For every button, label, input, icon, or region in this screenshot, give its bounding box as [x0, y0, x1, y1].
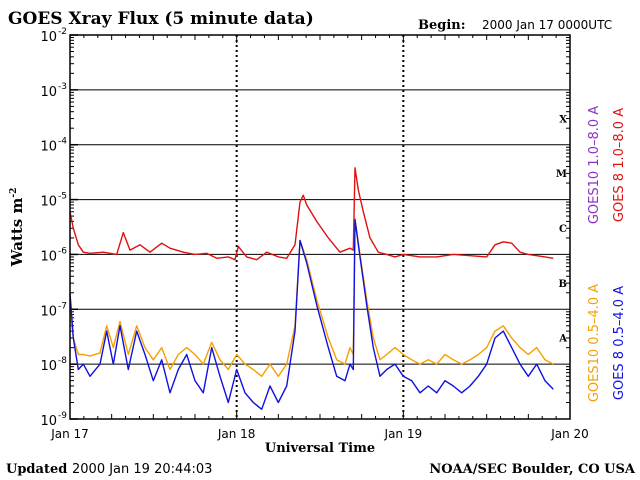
begin-value: 2000 Jan 17 0000UTC — [482, 18, 612, 32]
flare-class-label: B — [559, 279, 567, 290]
legend-item: GOES 8 1.0–8.0 A — [612, 108, 627, 222]
x-tick-label: Jan 19 — [384, 427, 423, 441]
y-tick-exponent: -3 — [58, 82, 67, 92]
x-axis-label: Universal Time — [265, 441, 375, 456]
y-tick-label: 10 — [40, 140, 57, 155]
flare-class-label: A — [558, 334, 567, 345]
series-lines — [69, 167, 554, 410]
y-axis-label-text: Watts m — [8, 198, 26, 268]
legend: GOES10 1.0–8.0 A GOES 8 1.0–8.0 A GOES10 0… — [587, 106, 627, 402]
legend-item-label: GOES 8 0.5–4.0 A — [612, 286, 627, 400]
series-line — [69, 167, 554, 261]
legend-item: GOES10 1.0–8.0 A — [587, 106, 602, 224]
y-tick-label: 10 — [40, 30, 57, 45]
y-tick-label: 10 — [40, 359, 57, 374]
x-axis-ticks: Jan 17 Jan 18 Jan 19 Jan 20 — [50, 35, 589, 441]
updated-value: 2000 Jan 19 20:44:03 — [72, 462, 212, 477]
flare-class-label: M — [556, 169, 567, 180]
flare-class-labels: X M C B A — [556, 114, 567, 344]
y-tick-exponent: -6 — [58, 246, 67, 256]
legend-item: GOES 8 0.5–4.0 A — [612, 286, 627, 400]
y-tick-label: 10 — [40, 249, 57, 264]
y-axis-ticks: 10-210-310-410-510-610-710-810-9 — [40, 27, 570, 429]
credit-text: NOAA/SEC Boulder, CO USA — [429, 462, 636, 477]
updated-label: Updated — [6, 462, 67, 477]
y-axis-label-exponent: -2 — [9, 188, 19, 198]
y-tick-label: 10 — [40, 195, 57, 210]
y-tick-exponent: -5 — [58, 192, 67, 202]
series-line — [69, 218, 554, 410]
begin-label: Begin: — [418, 18, 466, 33]
legend-item-label: GOES 8 1.0–8.0 A — [612, 108, 627, 222]
y-tick-label: 10 — [40, 414, 57, 429]
y-tick-exponent: -2 — [58, 27, 67, 37]
y-tick-exponent: -9 — [58, 411, 67, 421]
y-tick-exponent: -8 — [58, 356, 67, 366]
flare-class-label: X — [559, 114, 567, 125]
y-tick-label: 10 — [40, 85, 57, 100]
flare-class-label: C — [559, 224, 567, 235]
x-tick-label: Jan 17 — [50, 427, 89, 441]
series-line — [69, 217, 554, 377]
y-axis-label: Watts m-2 — [8, 188, 26, 268]
x-tick-label: Jan 18 — [217, 427, 256, 441]
legend-item-label: GOES10 0.5–4.0 A — [587, 284, 602, 402]
x-tick-label: Jan 20 — [550, 427, 589, 441]
y-tick-label: 10 — [40, 304, 57, 319]
legend-item: GOES10 0.5–4.0 A — [587, 284, 602, 402]
y-tick-exponent: -4 — [58, 137, 67, 147]
y-tick-exponent: -7 — [58, 301, 67, 311]
chart-title: GOES Xray Flux (5 minute data) — [8, 9, 314, 29]
legend-item-label: GOES10 1.0–8.0 A — [587, 106, 602, 224]
svg-text:Watts m-2: Watts m-2 — [8, 188, 26, 268]
